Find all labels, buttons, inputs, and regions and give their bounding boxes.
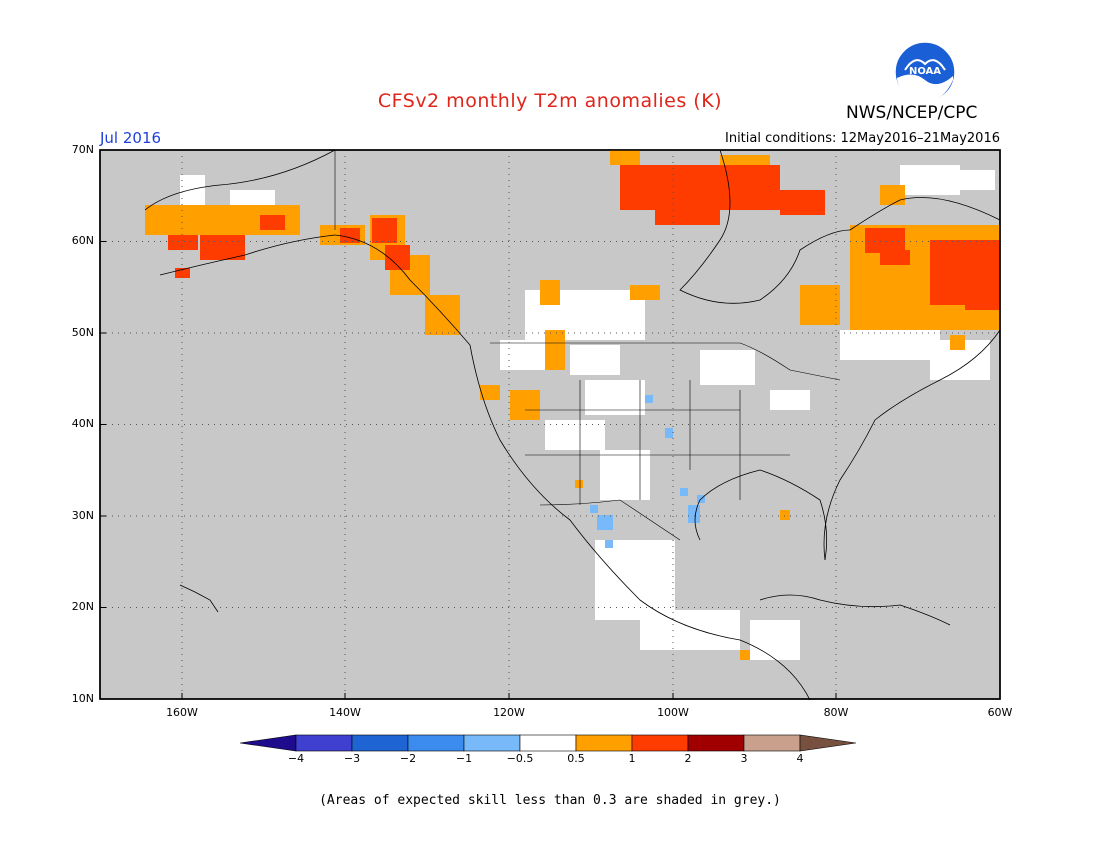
lon-label-60w: 60W	[987, 706, 1013, 719]
colorbar-arrow-left	[239, 734, 297, 752]
colorbar-swatch	[519, 734, 577, 752]
warm-anomaly-red	[168, 165, 1000, 310]
lon-label-80w: 80W	[823, 706, 849, 719]
colorbar-label-m3: −3	[343, 752, 361, 765]
lat-label-60n: 60N	[71, 234, 94, 247]
lat-label-40n: 40N	[71, 417, 94, 430]
lat-label-20n: 20N	[71, 600, 94, 613]
noaa-logo: NOAA	[893, 40, 957, 104]
colorbar-label-p3: 3	[740, 752, 748, 765]
colorbar-label-p2: 2	[684, 752, 692, 765]
initial-conditions: Initial conditions: 12May2016–21May2016	[725, 131, 1000, 146]
lat-label-50n: 50N	[71, 326, 94, 339]
political-borders	[334, 150, 841, 541]
colorbar	[239, 734, 857, 752]
lon-label-160w: 160W	[166, 706, 198, 719]
colorbar-label-m4: −4	[287, 752, 305, 765]
axis-ticks	[100, 149, 1001, 700]
colorbar-label-p1: 1	[628, 752, 636, 765]
colorbar-swatch	[575, 734, 633, 752]
colorbar-swatch	[631, 734, 689, 752]
noaa-logo-text: NOAA	[909, 66, 941, 77]
colorbar-label-m2: −2	[399, 752, 417, 765]
colorbar-swatch	[463, 734, 521, 752]
colorbar-label-m05: −0.5	[506, 752, 534, 765]
grid-lines	[100, 150, 1000, 699]
agency-label: NWS/NCEP/CPC	[846, 103, 978, 123]
lon-label-100w: 100W	[657, 706, 689, 719]
near-normal-areas	[180, 165, 995, 660]
skill-footnote: (Areas of expected skill less than 0.3 a…	[319, 793, 781, 808]
colorbar-swatch	[687, 734, 745, 752]
lon-label-140w: 140W	[329, 706, 361, 719]
colorbar-label-m1: −1	[455, 752, 473, 765]
forecast-month: Jul 2016	[100, 129, 162, 147]
colorbar-label-p05: 0.5	[567, 752, 585, 765]
lat-label-70n: 70N	[71, 143, 94, 156]
colorbar-swatch	[407, 734, 465, 752]
lat-label-10n: 10N	[71, 692, 94, 705]
lon-label-120w: 120W	[493, 706, 525, 719]
colorbar-swatch	[743, 734, 801, 752]
colorbar-swatch	[295, 734, 353, 752]
coastlines	[144, 149, 1001, 701]
colorbar-arrow-right	[799, 734, 857, 752]
lat-label-30n: 30N	[71, 509, 94, 522]
colorbar-label-p4: 4	[796, 752, 804, 765]
chart-title: CFSv2 monthly T2m anomalies (K)	[377, 90, 723, 112]
colorbar-swatch	[351, 734, 409, 752]
